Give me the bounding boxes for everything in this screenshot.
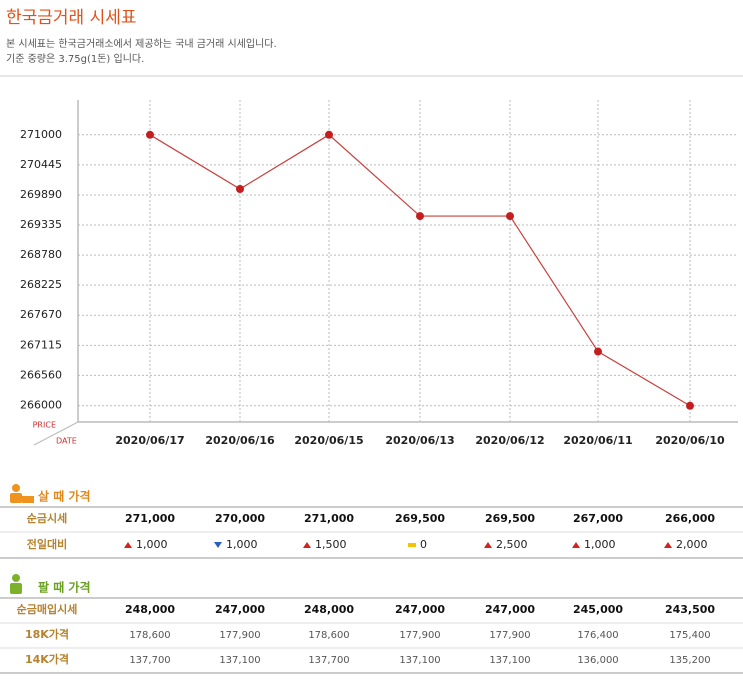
- point: [236, 184, 244, 193]
- price: 248,000: [304, 603, 354, 616]
- x-tick-label: 2020/06/16: [205, 434, 275, 447]
- price: 175,400: [669, 630, 710, 641]
- arrow-up: [124, 542, 132, 548]
- change: 1,000: [226, 538, 258, 551]
- row-label: 순금시세: [27, 511, 67, 525]
- price: 247,000: [215, 603, 265, 616]
- price: 137,100: [399, 655, 440, 666]
- price: 267,000: [573, 512, 623, 525]
- price: 178,600: [308, 630, 349, 641]
- price: 178,600: [129, 630, 170, 641]
- x-tick-label: 2020/06/10: [655, 434, 725, 447]
- price: 137,100: [219, 655, 260, 666]
- price: 271,000: [304, 512, 354, 525]
- y-tick-label: 266560: [20, 368, 62, 381]
- arrow-up: [572, 542, 580, 548]
- price: 247,000: [485, 603, 535, 616]
- price: 247,000: [395, 603, 445, 616]
- y-tick-label: 266000: [20, 399, 62, 412]
- price: 177,900: [399, 630, 440, 641]
- x-tick-label: 2020/06/11: [563, 434, 632, 447]
- point: [146, 130, 154, 139]
- row-label: 14K가격: [25, 652, 69, 666]
- price: 248,000: [125, 603, 175, 616]
- price: 137,100: [489, 655, 530, 666]
- change: 2,000: [676, 538, 708, 551]
- price: 135,200: [669, 655, 710, 666]
- y-tick-label: 268780: [20, 248, 62, 261]
- change: 0: [420, 538, 427, 551]
- sell-icon: [10, 574, 22, 594]
- x-tick-label: 2020/06/15: [294, 434, 363, 447]
- y-tick-label: 267670: [20, 308, 62, 321]
- flat-mark: [408, 543, 416, 547]
- change: 1,500: [315, 538, 347, 551]
- y-tick-label: 269335: [20, 218, 62, 231]
- price: 137,700: [129, 655, 170, 666]
- change: 1,000: [584, 538, 616, 551]
- y-tick-label: 271000: [20, 128, 62, 141]
- price: 177,900: [489, 630, 530, 641]
- y-axis-label: PRICE: [33, 421, 56, 430]
- y-tick-label: 270445: [20, 158, 62, 171]
- price: 243,500: [665, 603, 715, 616]
- price: 271,000: [125, 512, 175, 525]
- arrow-up: [484, 542, 492, 548]
- buy-icon: [10, 484, 34, 503]
- point: [686, 401, 694, 410]
- point: [506, 212, 514, 221]
- change: 1,000: [136, 538, 168, 551]
- row-label: 전일대비: [27, 537, 67, 551]
- x-axis-label: DATE: [56, 437, 77, 446]
- x-tick-label: 2020/06/13: [385, 434, 454, 447]
- point: [594, 347, 602, 356]
- x-tick-label: 2020/06/17: [115, 434, 184, 447]
- y-tick-label: 268225: [20, 278, 62, 291]
- change: 2,500: [496, 538, 528, 551]
- price: 245,000: [573, 603, 623, 616]
- axis-corner: [33, 421, 79, 446]
- row-label: 순금매입시세: [17, 602, 78, 616]
- x-tick-label: 2020/06/12: [475, 434, 544, 447]
- point: [416, 212, 424, 221]
- point: [325, 130, 333, 139]
- y-tick-label: 267115: [20, 338, 62, 351]
- arrow-up: [303, 542, 311, 548]
- y-tick-label: 269890: [20, 188, 62, 201]
- price: 136,000: [577, 655, 618, 666]
- description: 본 시세표는 한국금거래소에서 제공하는 국내 금거래 시세입니다.: [6, 37, 277, 50]
- description: 기준 중량은 3.75g(1돈) 입니다.: [6, 52, 144, 65]
- section-title: 팔 때 가격: [38, 580, 91, 595]
- section-title: 살 때 가격: [38, 489, 91, 504]
- row-label: 18K가격: [25, 627, 69, 641]
- arrow-down: [214, 542, 222, 548]
- price: 177,900: [219, 630, 260, 641]
- price: 266,000: [665, 512, 715, 525]
- price: 176,400: [577, 630, 618, 641]
- price: 137,700: [308, 655, 349, 666]
- arrow-up: [664, 542, 672, 548]
- price: 269,500: [485, 512, 535, 525]
- price: 269,500: [395, 512, 445, 525]
- page-title: 한국금거래 시세표: [6, 8, 137, 28]
- price: 270,000: [215, 512, 265, 525]
